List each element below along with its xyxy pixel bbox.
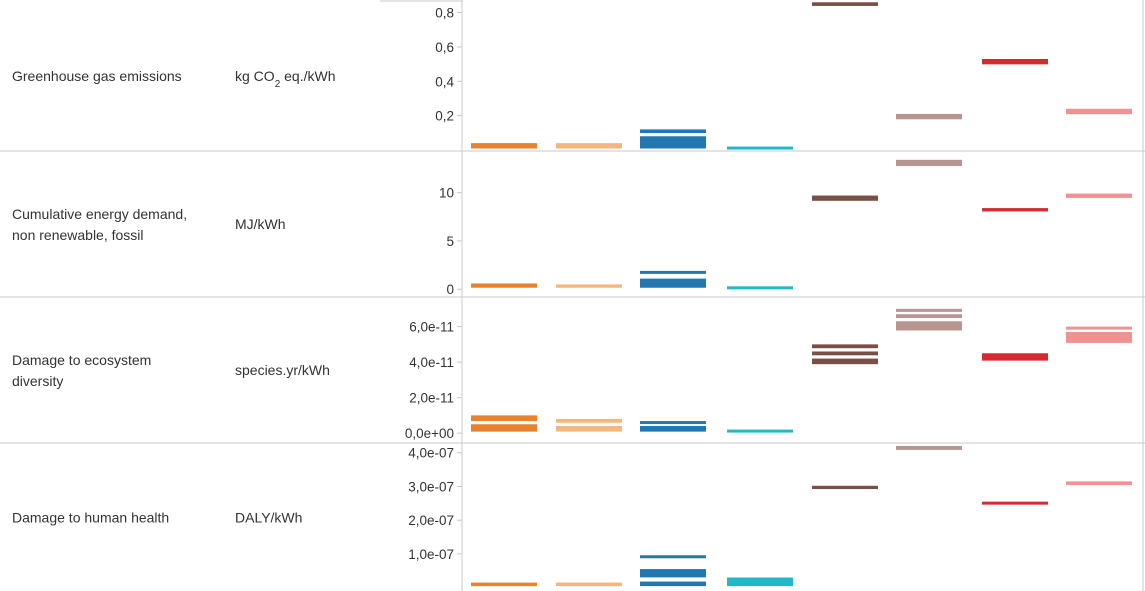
bar-col2-seg1: [640, 569, 706, 578]
bar-col7-seg0: [1066, 193, 1132, 198]
bar-col4-seg2: [812, 344, 878, 349]
bar-col6-seg0: [982, 353, 1048, 361]
indicator-label: Damage to ecosystem diversity: [12, 352, 151, 389]
bar-col3-seg0: [727, 146, 793, 150]
y-tick-label: 4,0e-07: [408, 446, 454, 461]
y-tick-label: 6,0e-11: [409, 320, 454, 335]
y-tick-label: 0,0e+00: [405, 426, 454, 441]
y-tick-label: 0,8: [435, 6, 454, 21]
bar-col4-seg0: [812, 358, 878, 365]
bar-col1-seg0: [556, 143, 622, 149]
indicator-label-line: Damage to human health: [12, 510, 169, 526]
bar-col4-seg0: [812, 2, 878, 6]
y-tick-label: 0,4: [435, 74, 454, 89]
indicator-label: Damage to human health: [12, 510, 169, 526]
bar-col2-seg1: [640, 270, 706, 274]
bar-col5-seg0: [896, 446, 962, 450]
indicator-label: Cumulative energy demand, non renewable, …: [12, 206, 187, 243]
unit-part: species.yr/kWh: [235, 362, 330, 378]
y-tick-label: 3,0e-07: [408, 479, 454, 494]
bar-col2-seg2: [640, 555, 706, 559]
bar-col0-seg0: [471, 283, 537, 288]
bar-col5-seg1: [896, 314, 962, 319]
y-tick-label: 5: [446, 234, 454, 249]
indicator-label-line: Cumulative energy demand,: [12, 206, 187, 222]
unit-label: DALY/kWh: [235, 510, 302, 526]
bar-col2-seg1: [640, 421, 706, 425]
bar-col3-seg0: [727, 286, 793, 290]
y-tick-label: 2,0e-07: [408, 513, 454, 528]
panel-3: Damage to human health DALY/kWh 1,0e-07 2,0…: [0, 442, 1145, 591]
bar-col1-seg0: [556, 426, 622, 432]
bar-col2-seg0: [640, 136, 706, 149]
y-tick-label: 2,0e-11: [409, 391, 454, 406]
bar-col1-seg0: [556, 582, 622, 587]
bar-col0-seg1: [471, 415, 537, 421]
bar-col4-seg0: [812, 195, 878, 201]
bar-col2-seg1: [640, 129, 706, 134]
bar-col0-seg0: [471, 143, 537, 149]
unit-subscript: 2: [275, 79, 281, 90]
bar-col5-seg0: [896, 321, 962, 331]
unit-label: kg CO2 eq./kWh: [235, 68, 336, 90]
y-tick-label: 0,2: [435, 109, 454, 124]
bar-col7-seg0: [1066, 108, 1132, 115]
bar-col6-seg0: [982, 501, 1048, 505]
panel-0: Greenhouse gas emissions kg CO2 eq./kWh 0,…: [12, 0, 1144, 150]
bar-col5-seg0: [896, 113, 962, 120]
panel-1: Cumulative energy demand, non renewable, …: [0, 150, 1145, 297]
bar-col0-seg0: [471, 582, 537, 587]
indicator-label-line: diversity: [12, 373, 63, 389]
unit-part: DALY/kWh: [235, 510, 302, 526]
bar-col1-seg0: [556, 284, 622, 288]
y-tick-label: 10: [439, 186, 454, 201]
unit-label: MJ/kWh: [235, 216, 286, 232]
bar-col6-seg0: [982, 208, 1048, 212]
y-tick-label: 1,0e-07: [408, 547, 454, 562]
unit-label: species.yr/kWh: [235, 362, 330, 378]
panel-2: Damage to ecosystem diversity species.yr/k…: [0, 296, 1145, 442]
indicator-label-line: non renewable, fossil: [12, 227, 144, 243]
bar-col3-seg0: [727, 429, 793, 433]
bar-col2-seg0: [640, 278, 706, 288]
y-tick-label: 0: [446, 282, 454, 297]
bar-col5-seg2: [896, 308, 962, 312]
bar-col1-seg1: [556, 418, 622, 423]
bar-col2-seg0: [640, 426, 706, 432]
unit-part: MJ/kWh: [235, 216, 286, 232]
bar-col2-seg0: [640, 581, 706, 587]
indicator-label: Greenhouse gas emissions: [12, 68, 182, 84]
unit-part: eq./kWh: [280, 68, 335, 84]
y-tick-label: 4,0e-11: [409, 355, 454, 370]
bar-col7-seg1: [1066, 326, 1132, 330]
bar-col7-seg0: [1066, 481, 1132, 485]
indicator-label-line: Damage to ecosystem: [12, 352, 151, 368]
indicator-label-line: Greenhouse gas emissions: [12, 68, 182, 84]
unit-part: kg CO: [235, 68, 275, 84]
bar-col0-seg0: [471, 424, 537, 432]
bar-col6-seg0: [982, 58, 1048, 65]
bar-col4-seg0: [812, 485, 878, 490]
bar-col5-seg0: [896, 159, 962, 167]
bar-col3-seg0: [727, 577, 793, 587]
bar-col7-seg0: [1066, 331, 1132, 343]
y-tick-label: 0,6: [435, 40, 454, 55]
bar-col4-seg1: [812, 351, 878, 356]
